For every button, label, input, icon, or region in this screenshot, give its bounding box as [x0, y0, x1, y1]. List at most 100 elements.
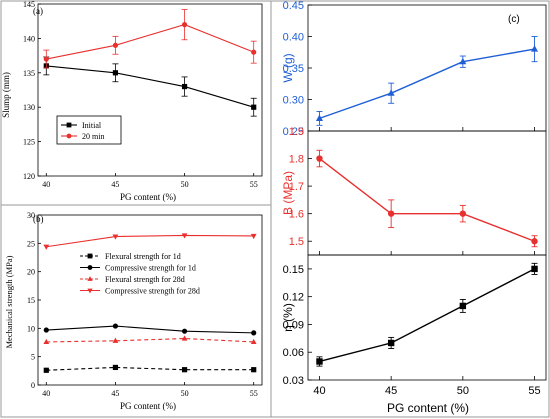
- panel-a-y-tick-label: 125: [23, 138, 35, 147]
- panel-b-x-tick-label: 55: [250, 389, 258, 398]
- panel-a-y-axis-label: Slump (mm): [1, 72, 11, 118]
- panel-b-data-point: [43, 244, 50, 250]
- panel-b-data-point: [181, 328, 188, 334]
- panel-a-y-tick-label: 140: [23, 34, 35, 43]
- panel-c-b-y-axis-label: B (MPa): [281, 171, 295, 215]
- panel-b-legend-marker: [87, 288, 93, 294]
- panel-c-eta-data-point: [316, 358, 323, 365]
- panel-c-x-tick-label: 50: [457, 385, 469, 397]
- panel-c-eta-y-tick-label: 0.03: [283, 375, 304, 387]
- panel-b-y-tick-label: 25: [27, 239, 35, 248]
- panel-a-data-point: [181, 22, 188, 28]
- panel-c-x-tick-label: 55: [528, 385, 540, 397]
- panel-c-eta-y-tick-label: 0.06: [283, 347, 304, 359]
- panel-a-data-point: [112, 42, 119, 48]
- panel-c-w-y-axis-label: W (g): [281, 53, 295, 82]
- panel-a-legend-marker: [66, 133, 72, 139]
- panel-b-data-point: [112, 323, 119, 329]
- panel-b-data-point: [250, 233, 257, 240]
- panel-c-w-data-point: [531, 45, 539, 52]
- panel-b-data-point: [112, 364, 119, 371]
- panel-b-y-tick-label: 20: [27, 268, 35, 277]
- panel-b-y-tick-label: 15: [27, 296, 35, 305]
- panel-b-y-tick-label: 10: [27, 324, 35, 333]
- panel-c-frame: [270, 0, 550, 418]
- panel-b-legend-label: Compressive strength for 1d: [105, 264, 196, 273]
- panel-a-x-tick-label: 40: [42, 180, 50, 189]
- panel-c-b-data-point: [459, 210, 467, 217]
- panel-a-legend-box: [56, 115, 122, 145]
- panel-c-eta-y-tick-label: 0.15: [283, 264, 304, 276]
- panel-c-b-y-tick-label: 1.6: [289, 209, 304, 221]
- panel-b-legend-marker: [87, 253, 93, 259]
- panel-c-x-axis-label: PG content (%): [387, 401, 469, 415]
- panel-c-eta-y-tick-label: 0.09: [283, 319, 304, 331]
- panel-c-w-data-point: [459, 57, 467, 65]
- panel-c-eta-y-tick-label: 0.12: [283, 292, 304, 304]
- panel-c-b-y-tick-label: 1.7: [289, 181, 304, 193]
- panel-c-w-y-tick-label: 0.40: [283, 32, 304, 44]
- panel-c-eta-data-point: [459, 302, 467, 310]
- panel-a-legend-marker: [66, 122, 72, 128]
- panel-c-w-data-point: [315, 114, 323, 121]
- panel-c-b-plot-frame: [307, 130, 547, 256]
- panel-b-legend-marker: [87, 265, 93, 270]
- panel-c-eta-y-axis-label: η (%): [281, 303, 295, 332]
- panel-a-data-point: [251, 49, 257, 55]
- panel-b-legend-label: Flexural strength for 1d: [105, 252, 181, 261]
- panel-a-legend-label: 20 min: [82, 132, 104, 141]
- panel-a-series-line: [46, 65, 254, 108]
- panel-b-x-tick-label: 40: [42, 389, 50, 398]
- panel-a-y-tick-label: 135: [23, 69, 35, 78]
- panel-b-x-axis-label: PG content (%): [120, 401, 176, 411]
- panel-c-w-series-line: [319, 48, 535, 120]
- panel-c-eta-data-point: [531, 265, 538, 273]
- panel-c-b-y-tick-label: 1.8: [289, 154, 304, 166]
- panel-b-data-point: [112, 337, 119, 343]
- panel-b-data-point: [112, 234, 119, 240]
- panel-b-y-tick-label: 5: [31, 353, 35, 362]
- panel-c-eta-plot-frame: [307, 254, 547, 381]
- panel-c-eta-series-line: [319, 268, 535, 363]
- panel-c-b-data-point: [316, 155, 323, 162]
- panel-a-data-point: [112, 70, 119, 76]
- panel-a-data-point: [43, 56, 49, 62]
- panel-b-legend-label: Compressive strength for 28d: [105, 287, 200, 296]
- panel-b-data-point: [250, 338, 257, 345]
- panel-c-w-data-point: [387, 89, 395, 96]
- panel-c-b-y-tick-label: 1.5: [289, 236, 304, 248]
- panel-c-w-y-tick-label: 0.25: [283, 126, 304, 138]
- panel-b-data-point: [181, 367, 188, 373]
- panel-c-tag: (c): [508, 14, 520, 25]
- panel-c-b-data-point: [531, 238, 538, 245]
- panel-a-series-line: [46, 24, 254, 60]
- panel-c-w-y-tick-label: 0.45: [283, 0, 304, 12]
- panel-c-b-series-line: [319, 158, 535, 242]
- panel-b-y-tick-label: 30: [27, 211, 35, 220]
- panel-c-w-y-tick-label: 0.35: [283, 63, 304, 75]
- panel-b-series-line: [46, 337, 254, 343]
- panel-b-data-point: [181, 335, 188, 341]
- panel-b-data-point: [251, 367, 257, 373]
- panel-c-w-y-tick-label: 0.30: [283, 95, 304, 107]
- panel-c-x-tick-label: 40: [313, 385, 325, 397]
- panel-b-data-point: [181, 233, 188, 239]
- panel-b-series-line: [46, 366, 254, 371]
- panel-b-x-tick-label: 45: [111, 389, 119, 398]
- panel-a-x-axis-label: PG content (%): [120, 192, 176, 202]
- panel-c-eta-data-point: [387, 339, 395, 347]
- panel-b-data-point: [251, 330, 257, 336]
- panel-a-data-point: [251, 104, 257, 110]
- panel-b-data-point: [43, 367, 49, 373]
- panel-b-series-line: [46, 325, 254, 334]
- panel-b-series-line: [46, 234, 254, 248]
- panel-a-x-tick-label: 45: [111, 180, 119, 189]
- panel-a-y-tick-label: 145: [23, 0, 35, 9]
- panel-b-data-point: [43, 327, 49, 333]
- panel-a-plot-frame: [37, 3, 263, 177]
- panel-a-x-tick-label: 50: [181, 180, 189, 189]
- panel-a-data-point: [181, 83, 188, 90]
- panel-b-legend-label: Flexural strength for 28d: [105, 275, 185, 284]
- panel-a-x-tick-label: 55: [250, 180, 258, 189]
